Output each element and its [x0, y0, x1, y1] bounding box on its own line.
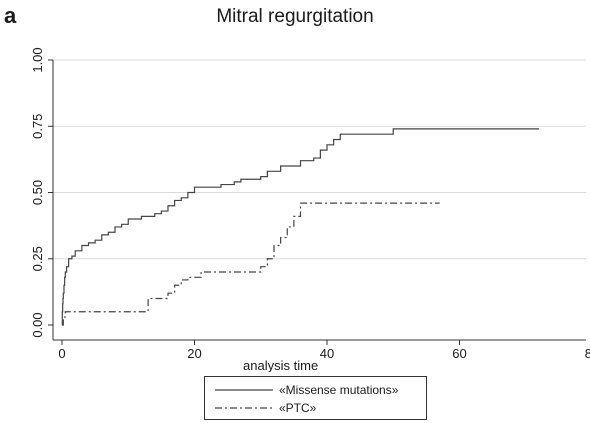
y-tick-label-3: 0.75 [30, 114, 45, 139]
x-tick-label-1: 20 [187, 346, 201, 361]
y-tick-label-0: 0.00 [30, 312, 45, 337]
grid-lines [53, 59, 586, 260]
panel-letter: a [4, 3, 17, 28]
chart-title: Mitral regurgitation [216, 6, 374, 27]
legend-label-ptc: «PTC» [279, 401, 317, 415]
x-axis-title: analysis time [243, 358, 318, 372]
legend-label-missense: «Missense mutations» [279, 383, 399, 397]
chart-plot: 0.00 0.25 0.50 0.75 1.00 0 20 40 60 80 analysis t… [30, 47, 590, 372]
series-lines [61, 128, 539, 326]
series-line-missense [61, 128, 539, 326]
legend-item-ptc: «PTC» [205, 400, 426, 418]
legend-item-missense: «Missense mutations» [205, 382, 426, 400]
x-tick-label-3: 60 [452, 346, 466, 361]
axes: 0.00 0.25 0.50 0.75 1.00 0 20 40 60 80 [30, 47, 590, 361]
x-tick-label-4: 80 [585, 346, 590, 361]
legend-swatch-solid [215, 389, 273, 391]
legend: «Missense mutations» «PTC» [204, 376, 427, 420]
y-tick-label-1: 0.25 [30, 246, 45, 271]
y-tick-label-2: 0.50 [30, 180, 45, 205]
legend-swatch-dashdot [215, 407, 273, 409]
x-tick-label-0: 0 [58, 346, 65, 361]
y-tick-label-4: 1.00 [30, 47, 45, 72]
series-line-ptc [62, 202, 440, 326]
x-tick-label-2: 40 [320, 346, 334, 361]
